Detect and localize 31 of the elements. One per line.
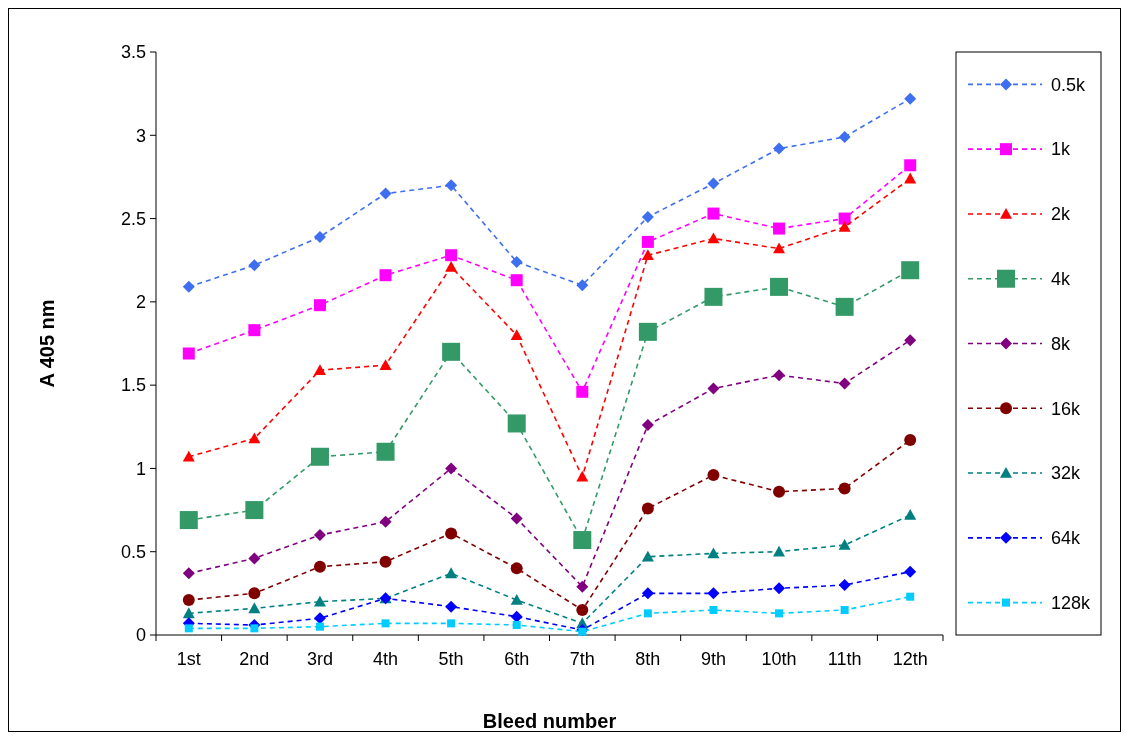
- y-tick-label: 1.5: [120, 375, 146, 396]
- x-tick-label: 8th: [635, 649, 661, 669]
- legend-label: 1k: [1051, 139, 1072, 160]
- x-tick-label: 12th: [892, 649, 928, 669]
- y-tick-label: 3.5: [120, 42, 146, 63]
- x-tick-label: 9th: [700, 649, 726, 669]
- y-tick-label: 1: [135, 458, 146, 479]
- y-tick-label: 2.5: [120, 208, 146, 229]
- y-tick-label: 0: [135, 625, 146, 646]
- x-tick-label: 6th: [504, 649, 530, 669]
- y-tick-label: 3: [135, 125, 146, 146]
- legend-label: 0.5k: [1051, 74, 1087, 95]
- legend-label: 8k: [1051, 333, 1072, 354]
- legend-label: 64k: [1051, 528, 1082, 549]
- y-tick-label: 2: [135, 292, 146, 313]
- x-axis-title: Bleed number: [482, 710, 617, 732]
- x-tick-label: 1st: [176, 649, 201, 669]
- legend-label: 16k: [1051, 398, 1082, 419]
- legend-label: 4k: [1051, 269, 1072, 290]
- x-tick-label: 2nd: [239, 649, 270, 669]
- x-tick-label: 5th: [438, 649, 464, 669]
- legend-label: 32k: [1051, 463, 1082, 484]
- y-axis-title: A 405 nm: [36, 299, 58, 388]
- x-tick-label: 11th: [827, 649, 862, 669]
- x-tick-label: 7th: [569, 649, 595, 669]
- x-tick-label: 10th: [761, 649, 797, 669]
- y-tick-label: 0.5: [120, 542, 146, 563]
- legend-label: 128k: [1051, 592, 1092, 613]
- x-tick-label: 3rd: [306, 649, 333, 669]
- legend-label: 2k: [1051, 204, 1072, 225]
- x-tick-label: 4th: [373, 649, 399, 669]
